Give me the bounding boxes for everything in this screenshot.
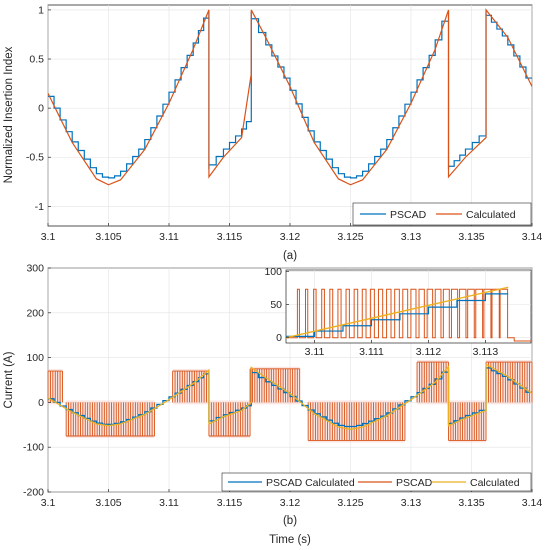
plot-a-x-tick-label: 3.115 [217, 231, 243, 243]
plot-a-y-label: Normalized Insertion Index [3, 46, 15, 183]
plot-a-y-tick-label: -0.5 [26, 152, 44, 164]
plot-a-x-ticks: 3.1 3.105 3.11 3.115 3.12 3.125 3.13 3.135 3.14 [41, 223, 543, 243]
inset-pscad-pwm [286, 288, 531, 342]
plot-a-series [48, 8, 532, 186]
inset-axes-box [285, 269, 532, 344]
plot-b-y-ticks: -200 -100 0 100 200 300 [23, 263, 51, 499]
inset-x-tick-label: 3.11 [305, 346, 325, 358]
pscad-pwm-switching [307, 402, 406, 441]
plot-a-y-tick-label: 1 [38, 4, 44, 16]
pscad-pwm-switching [47, 370, 63, 403]
plot-a-y-tick-label: -1 [35, 201, 44, 213]
inset-y-tick-label: 0 [276, 332, 282, 344]
legend-label-pscad: PSCAD [390, 209, 427, 221]
plot-b-y-tick-label: 200 [26, 307, 44, 319]
plot-a-grid [47, 5, 533, 226]
legend-label-calculated: Calculated [466, 209, 516, 221]
inset-x-tick-label: 3.113 [473, 346, 499, 358]
plot-b-y-tick-label: -100 [23, 442, 44, 454]
plot-b-x-tick-label: 3.14 [522, 497, 543, 509]
plot-b-y-label: Current (A) [3, 351, 15, 408]
plot-b-x-tick-label: 3.115 [217, 497, 243, 509]
plot-a-x-tick-label: 3.105 [95, 231, 121, 243]
plot-b-x-tick-label: 3.11 [159, 497, 179, 509]
inset-y-tick-label: 50 [270, 299, 282, 311]
plot-b-x-tick-label: 3.1 [41, 497, 56, 509]
inset-x-tick-label: 3.111 [359, 346, 384, 358]
plot-b-y-tick-label: 0 [38, 397, 44, 409]
plot-b-series [48, 363, 532, 430]
legend-label-pscad-calculated: PSCAD Calculated [266, 477, 355, 489]
plot-a: 3.1 3.105 3.11 3.115 3.12 3.125 3.13 3.135 3.14 … [3, 4, 542, 262]
inset-x-tick-label: 3.112 [416, 346, 442, 358]
plot-b-inset: 3.11 3.111 3.112 3.113 0 50 100 [264, 266, 532, 358]
plot-b-x-tick-label: 3.12 [280, 497, 301, 509]
plot-a-y-tick-label: 0.5 [29, 54, 44, 66]
inset-x-ticks: 3.11 3.111 3.112 3.113 [305, 340, 499, 358]
inset-y-ticks: 0 50 100 [264, 266, 289, 344]
plot-a-y-tick-label: 0 [38, 103, 44, 115]
plot-a-x-tick-label: 3.11 [159, 231, 179, 243]
plot-b-y-tick-label: -200 [23, 487, 44, 499]
legend-label-pscad: PSCAD [396, 477, 433, 489]
inset-calculated [286, 286, 509, 339]
plot-a-legend: PSCAD Calculated [352, 202, 532, 226]
legend-label-calculated: Calculated [470, 477, 520, 489]
pwm-band-halo [208, 400, 251, 438]
plot-a-y-ticks: -1 -0.5 0 0.5 1 [26, 4, 51, 213]
inset-y-tick-label: 100 [264, 266, 282, 278]
plot-b-x-ticks: 3.1 3.105 3.11 3.115 3.12 3.125 3.13 3.135 3.14 [41, 489, 543, 509]
plot-b-y-tick-label: 300 [26, 263, 44, 275]
series-pscad [48, 11, 532, 179]
plot-b-legend: PSCAD Calculated PSCAD Calculated [221, 472, 532, 492]
plot-b-x-label: Time (s) [269, 534, 311, 546]
series-calculated [48, 363, 532, 430]
plot-a-x-tick-label: 3.125 [337, 231, 363, 243]
plot-b-x-tick-label: 3.105 [95, 497, 121, 509]
plot-b-x-tick-label: 3.125 [337, 497, 363, 509]
plot-a-x-tick-label: 3.1 [41, 231, 56, 243]
plot-b-x-tick-label: 3.13 [401, 497, 422, 509]
plot-a-x-tick-label: 3.13 [401, 231, 422, 243]
pwm-band-halo [66, 400, 155, 438]
series-calculated [48, 8, 532, 186]
plot-a-caption: (a) [283, 250, 297, 262]
plot-a-x-tick-label: 3.135 [458, 231, 484, 243]
inset-series [286, 286, 531, 342]
plot-b-y-tick-label: 100 [26, 352, 44, 364]
plot-b-x-tick-label: 3.135 [458, 497, 484, 509]
plot-b: 3.1 3.105 3.11 3.115 3.12 3.125 3.13 3.135 3.14 … [3, 263, 542, 547]
plot-a-x-tick-label: 3.14 [522, 231, 543, 243]
plot-b-caption: (b) [283, 515, 297, 527]
inset-pscad-calculated [286, 293, 509, 337]
plot-a-x-tick-label: 3.12 [280, 231, 301, 243]
